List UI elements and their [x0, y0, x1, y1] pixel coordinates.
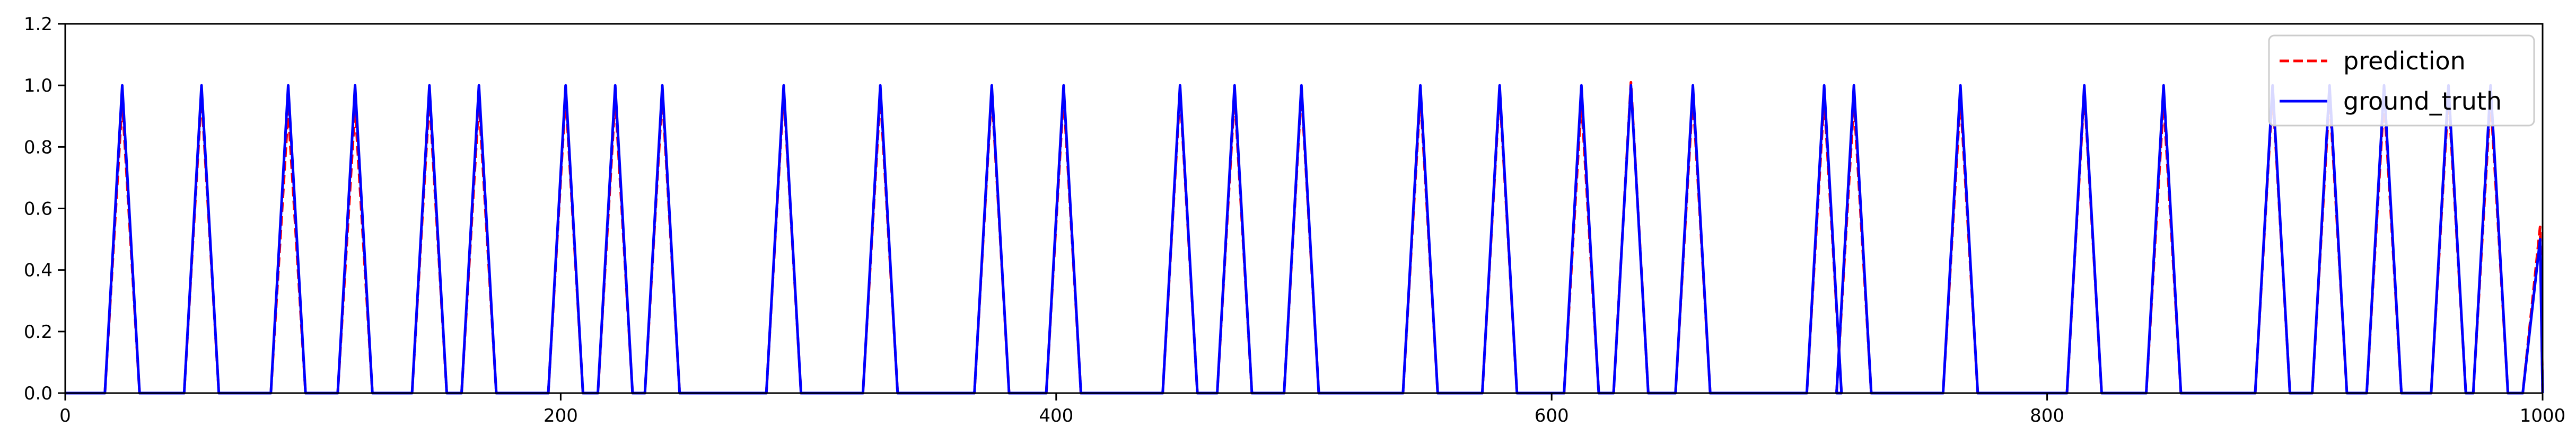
legend-label-prediction: prediction — [2343, 47, 2466, 75]
data-point-ground-truth — [1234, 85, 1235, 86]
legend-label-ground-truth: ground_truth — [2343, 87, 2502, 115]
legend: prediction ground_truth — [2268, 34, 2535, 127]
data-point-ground-truth — [2163, 85, 2164, 86]
data-point-ground-truth — [880, 85, 881, 86]
data-point-ground-truth — [1693, 85, 1694, 86]
y-tick-label: 1.2 — [24, 14, 52, 35]
x-tick-label: 400 — [1039, 405, 1073, 426]
x-tick-label: 200 — [544, 405, 578, 426]
data-point-ground-truth — [201, 85, 202, 86]
data-point-prediction — [2539, 226, 2540, 227]
x-tick-label: 800 — [2030, 405, 2064, 426]
data-point-ground-truth — [1301, 85, 1302, 86]
y-tick-label: 0.4 — [24, 260, 52, 281]
data-point-ground-truth — [2084, 85, 2085, 86]
data-point-ground-truth — [662, 85, 663, 86]
data-point-ground-truth — [991, 85, 992, 86]
x-tick-label: 600 — [1535, 405, 1569, 426]
x-tick-label: 0 — [59, 405, 71, 426]
y-tick-label: 0.8 — [24, 137, 52, 158]
series-layer — [65, 81, 2544, 395]
y-tick-label: 1.0 — [24, 75, 52, 96]
data-point-ground-truth — [288, 85, 289, 86]
data-point-ground-truth — [1631, 85, 1632, 86]
series-line-ground-truth — [65, 84, 2544, 395]
data-point-ground-truth — [1420, 85, 1421, 86]
data-point-ground-truth — [1179, 85, 1180, 86]
y-axis: 0.0 0.2 0.4 0.6 0.8 1.0 1.2 — [24, 14, 65, 404]
data-point-ground-truth — [615, 85, 616, 86]
data-point-ground-truth — [1853, 85, 1854, 86]
data-point-ground-truth — [1499, 85, 1500, 86]
y-tick-label: 0.0 — [24, 383, 52, 404]
data-point-ground-truth — [355, 85, 356, 86]
data-point-prediction — [1631, 82, 1632, 83]
x-axis: 0 200 400 600 800 1000 — [59, 393, 2565, 426]
data-point-ground-truth — [1960, 85, 1961, 86]
data-point-ground-truth — [1063, 85, 1064, 86]
data-point-ground-truth — [1824, 85, 1825, 86]
data-point-ground-truth — [1581, 85, 1582, 86]
data-point-ground-truth — [478, 85, 479, 86]
data-point-ground-truth — [122, 85, 123, 86]
data-point-ground-truth — [2539, 239, 2540, 240]
y-tick-label: 0.6 — [24, 199, 52, 220]
data-point-ground-truth — [429, 85, 430, 86]
legend-box — [2268, 34, 2535, 127]
data-point-ground-truth — [565, 85, 566, 86]
data-point-ground-truth — [783, 85, 784, 86]
x-tick-label: 1000 — [2520, 405, 2566, 426]
y-tick-label: 0.2 — [24, 322, 52, 343]
